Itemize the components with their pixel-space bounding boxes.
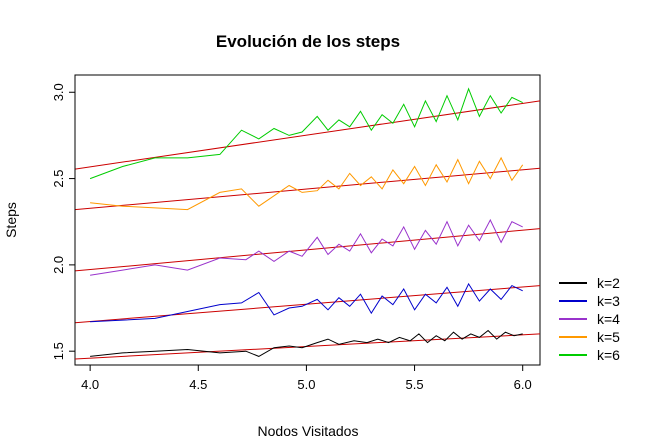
series-group (89, 87, 524, 357)
legend-label: k=2 (597, 275, 620, 291)
legend-label: k=4 (597, 311, 620, 327)
chart-title: Evolución de los steps (216, 32, 400, 51)
legend-label: k=5 (597, 329, 620, 345)
y-tick-label: 2.0 (51, 256, 66, 274)
legend-label: k=6 (597, 347, 620, 363)
x-tick-label: 4.5 (189, 377, 207, 392)
trendline-4 (74, 167, 541, 211)
x-axis-label: Nodos Visitados (258, 423, 359, 439)
x-tick-label: 5.5 (406, 377, 424, 392)
y-tick-label: 2.5 (51, 170, 66, 188)
y-tick-label: 3.0 (51, 83, 66, 101)
series-line-k4 (90, 218, 523, 276)
y-axis-label: Steps (3, 202, 19, 238)
x-tick-label: 6.0 (514, 377, 532, 392)
plot-frame (74, 74, 541, 366)
series-line-k3 (90, 282, 523, 323)
y-tick-label: 1.5 (51, 342, 66, 360)
x-tick-label: 4.0 (81, 377, 99, 392)
legend: k=2 k=3 k=4 k=5 k=6 (559, 275, 620, 363)
x-axis: 4.0 4.5 5.0 5.5 6.0 (81, 364, 532, 392)
x-tick-label: 5.0 (297, 377, 315, 392)
series-line-k5 (90, 156, 524, 211)
trendlines-group (74, 100, 541, 360)
trendline-1 (74, 333, 541, 360)
series-line-k2 (90, 329, 523, 357)
series-line-k6 (89, 87, 523, 180)
legend-label: k=3 (597, 293, 620, 309)
trendline-5 (74, 100, 541, 170)
y-axis: 1.5 2.0 2.5 3.0 (51, 83, 76, 360)
